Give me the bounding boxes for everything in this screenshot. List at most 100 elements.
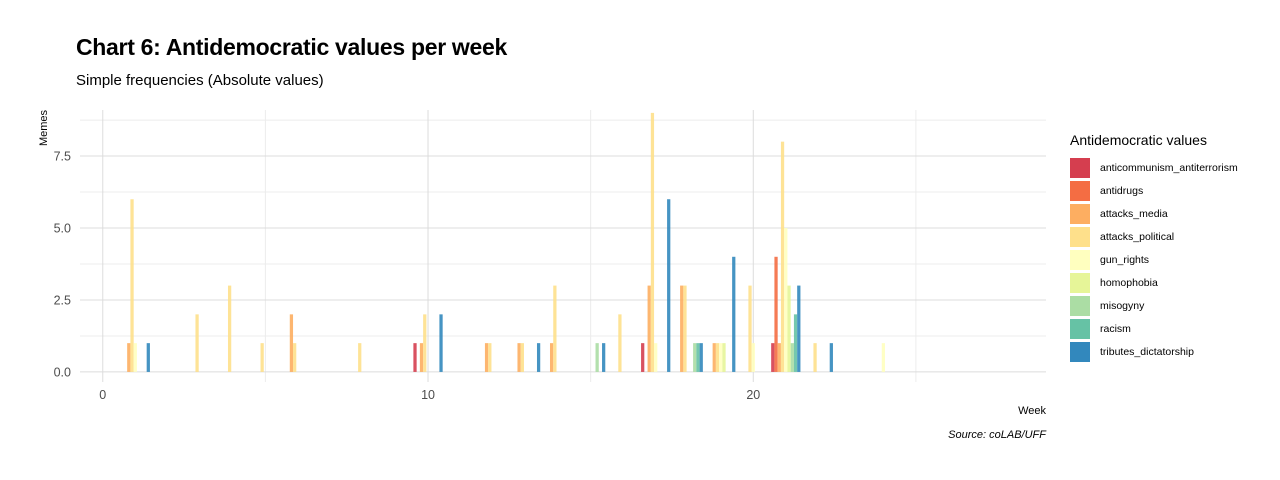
bar-attacks_political <box>423 314 427 372</box>
bar-gun_rights <box>751 343 755 372</box>
bar-attacks_media <box>127 343 131 372</box>
chart-title: Chart 6: Antidemocratic values per week <box>76 34 507 60</box>
x-tick-label: 20 <box>746 388 760 402</box>
bar-misogyny <box>595 343 599 372</box>
bar-racism <box>696 343 700 372</box>
bar-tributes_dictatorship <box>146 343 150 372</box>
bar-gun_rights <box>654 343 658 372</box>
bar-attacks_media <box>647 285 651 372</box>
chart-subtitle: Simple frequencies (Absolute values) <box>76 72 324 89</box>
bar-tributes_dictatorship <box>439 314 443 372</box>
x-tick-label: 0 <box>99 388 106 402</box>
bar-attacks_political <box>748 285 752 372</box>
bar-attacks_political <box>683 285 687 372</box>
bar-attacks_media <box>549 343 554 372</box>
bar-anticommunism_antiterrorism <box>641 343 645 372</box>
x-axis-title: Week <box>1018 405 1046 417</box>
legend-label: tributes_dictatorship <box>1100 345 1194 358</box>
x-tick-label: 10 <box>421 388 435 402</box>
legend-item: attacks_media <box>1070 202 1238 225</box>
legend-title: Antidemocratic values <box>1070 132 1207 148</box>
legend-item: attacks_political <box>1070 225 1238 248</box>
y-tick-label: 7.5 <box>54 150 71 164</box>
y-tick-label: 0.0 <box>54 365 71 379</box>
bar-attacks_political <box>650 112 655 372</box>
legend-swatch <box>1070 203 1090 224</box>
legend-label: antidrugs <box>1100 184 1144 197</box>
bar-attacks_political <box>130 199 134 372</box>
x-axis-ticks: 0 10 20 <box>99 388 760 402</box>
bar-attacks_media <box>484 343 489 372</box>
bar-attacks_political <box>553 285 557 372</box>
bar-attacks_political <box>293 343 297 372</box>
bar-attacks_political <box>813 343 817 372</box>
legend-swatch <box>1070 341 1090 362</box>
bar-attacks_media <box>712 343 716 372</box>
bar-tributes_dictatorship <box>829 343 833 372</box>
legend-item: tributes_dictatorship <box>1070 340 1238 363</box>
legend-swatch <box>1070 249 1090 270</box>
chart-caption: Source: coLAB/UFF <box>948 429 1047 441</box>
bar-chart: 0.0 2.5 5.0 7.5 0 10 20 Memes Week Source: co… <box>38 109 1047 441</box>
minor-gridlines <box>80 110 1046 382</box>
bar-attacks_political <box>618 314 622 372</box>
bar-attacks_political <box>715 343 720 372</box>
legend-item: misogyny <box>1070 294 1238 317</box>
legend-label: gun_rights <box>1100 253 1150 266</box>
bar-antidrugs <box>774 256 778 372</box>
legend-item: homophobia <box>1070 271 1238 294</box>
bar-attacks_political <box>358 343 362 372</box>
bar-gun_rights <box>133 343 137 372</box>
bar-tributes_dictatorship <box>797 285 801 372</box>
bar-anticommunism_antiterrorism <box>771 343 775 372</box>
legend-label: anticommunism_antiterrorism <box>1100 161 1238 174</box>
bar-tributes_dictatorship <box>602 343 606 372</box>
bar-gun_rights <box>784 228 788 372</box>
bar-racism <box>793 314 798 372</box>
bar-attacks_media <box>680 285 684 372</box>
bar-attacks_political <box>195 314 199 372</box>
bar-homophobia <box>787 285 791 372</box>
bar-attacks_political <box>260 343 264 372</box>
bar-anticommunism_antiterrorism <box>413 343 417 372</box>
y-axis-ticks: 0.0 2.5 5.0 7.5 <box>54 150 71 380</box>
bar-tributes_dictatorship <box>732 256 736 372</box>
bar-homophobia <box>722 343 726 372</box>
legend-label: attacks_media <box>1100 207 1168 220</box>
legend-item: anticommunism_antiterrorism <box>1070 156 1238 179</box>
y-axis-title: Memes <box>38 109 50 146</box>
legend-item: gun_rights <box>1070 248 1238 271</box>
bar-attacks_political <box>520 343 524 372</box>
legend-swatch <box>1070 272 1090 293</box>
bar-attacks_political <box>488 343 492 372</box>
y-tick-label: 5.0 <box>54 222 71 236</box>
major-gridlines <box>80 110 1046 382</box>
bar-misogyny <box>693 343 697 372</box>
bar-attacks_political <box>227 285 232 372</box>
legend-swatch <box>1070 180 1090 201</box>
bar-attacks_media <box>419 343 424 372</box>
legend-label: attacks_political <box>1100 230 1175 243</box>
legend-item: racism <box>1070 317 1238 340</box>
legend: Antidemocratic values anticommunism_anti… <box>1070 132 1238 363</box>
legend-swatch <box>1070 157 1090 178</box>
bar-attacks_media <box>289 314 294 372</box>
legend-label: racism <box>1100 322 1131 335</box>
bar-tributes_dictatorship <box>699 343 703 372</box>
legend-label: homophobia <box>1100 276 1158 289</box>
y-tick-label: 2.5 <box>54 293 71 307</box>
bar-tributes_dictatorship <box>536 343 541 372</box>
bar-misogyny <box>790 343 794 372</box>
legend-items: anticommunism_antiterrorism antidrugs atta… <box>1070 156 1238 363</box>
legend-swatch <box>1070 226 1090 247</box>
legend-swatch <box>1070 295 1090 316</box>
legend-item: antidrugs <box>1070 179 1238 202</box>
bar-tributes_dictatorship <box>667 199 671 372</box>
bar-attacks_media <box>777 343 781 372</box>
bar-attacks_media <box>517 343 521 372</box>
bar-gun_rights <box>881 343 885 372</box>
legend-label: misogyny <box>1100 299 1145 312</box>
legend-swatch <box>1070 318 1090 339</box>
bar-gun_rights <box>719 343 723 372</box>
bars-layer <box>127 112 885 372</box>
